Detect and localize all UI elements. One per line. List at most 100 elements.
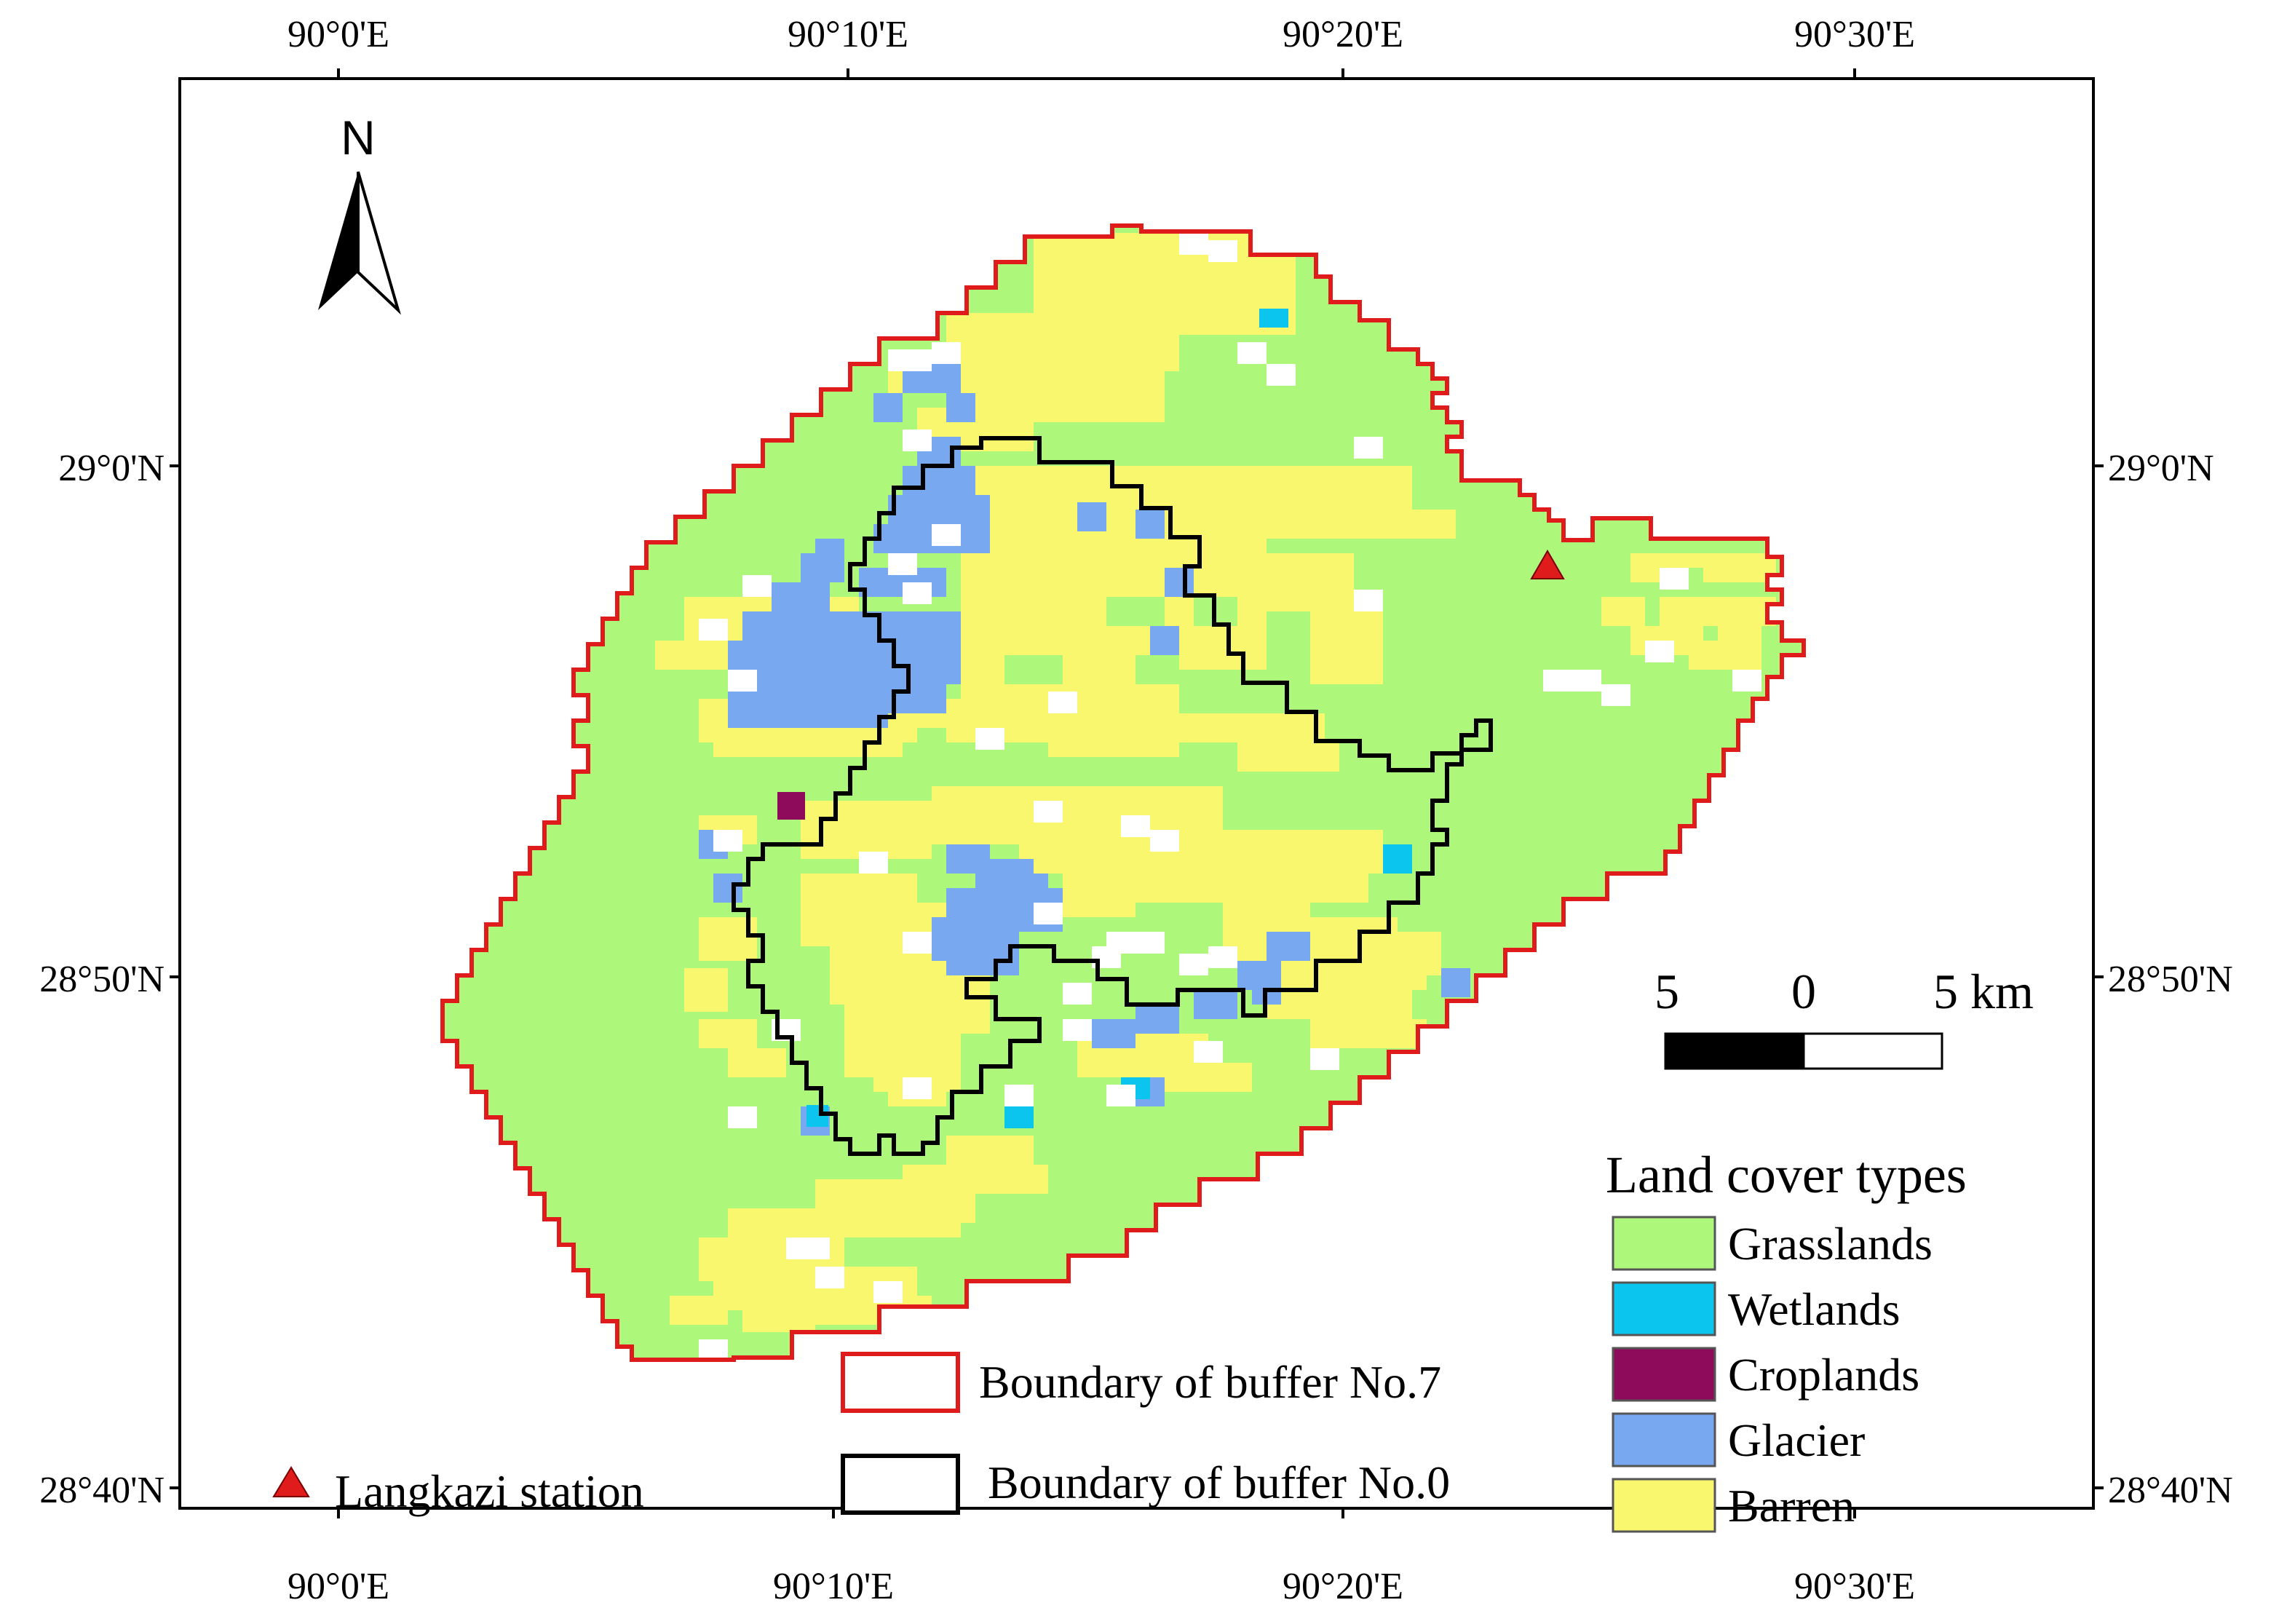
glacier-patch bbox=[1004, 874, 1048, 903]
barren-patch bbox=[1281, 510, 1456, 539]
barren-patch bbox=[728, 1208, 961, 1237]
glacier-patch bbox=[1441, 968, 1470, 997]
no-data-patch bbox=[728, 670, 757, 692]
right-tick-label: 28°40'N bbox=[2108, 1470, 2233, 1511]
glacier-patch bbox=[873, 393, 903, 422]
no-data-patch bbox=[1034, 801, 1063, 823]
north-arrow-dark-half bbox=[318, 172, 358, 310]
top-tick-label: 90°0'E bbox=[288, 14, 389, 55]
no-data-patch bbox=[1004, 1085, 1034, 1106]
glacier-patch bbox=[946, 393, 975, 422]
grassland-patch bbox=[1136, 655, 1179, 684]
wetland-patch bbox=[1004, 1106, 1034, 1128]
no-data-patch bbox=[903, 429, 932, 451]
legend-swatch-grasslands bbox=[1612, 1216, 1716, 1271]
boundary-legend: Boundary of buffer No.7 Boundary of buff… bbox=[841, 1352, 1450, 1515]
glacier-patch bbox=[713, 874, 742, 903]
no-data-patch bbox=[1310, 1048, 1339, 1070]
left-tick-label: 28°50'N bbox=[39, 959, 165, 1000]
grassland-patch bbox=[1106, 597, 1165, 626]
barren-patch bbox=[728, 1048, 786, 1077]
legend-label-grasslands: Grasslands bbox=[1728, 1218, 1933, 1270]
station-legend: Langkazi station bbox=[272, 1465, 644, 1517]
no-data-patch bbox=[728, 1106, 757, 1128]
station-legend-marker bbox=[272, 1466, 310, 1497]
no-data-patch bbox=[903, 932, 932, 954]
no-data-patch bbox=[1179, 954, 1208, 975]
glacier-patch bbox=[1136, 510, 1165, 539]
barren-patch bbox=[1048, 728, 1179, 757]
wetland-patch bbox=[1383, 844, 1412, 874]
buffer-7-boundary bbox=[440, 223, 1806, 1362]
no-data-patch bbox=[1660, 568, 1689, 590]
buffer-0-boundary bbox=[732, 436, 1493, 1156]
glacier-patch bbox=[772, 582, 830, 611]
no-data-patch bbox=[1267, 364, 1296, 386]
right-axis: 29°0'N 28°50'N 28°40'N bbox=[2093, 448, 2233, 1511]
scale-bar-light-segment bbox=[1802, 1032, 1943, 1070]
no-data-patch bbox=[699, 619, 728, 641]
no-data-patch bbox=[742, 575, 772, 597]
no-data-patch bbox=[932, 342, 961, 364]
no-data-patch bbox=[888, 553, 917, 575]
barren-patch bbox=[1689, 641, 1761, 670]
buffer-7-legend-label: Boundary of buffer No.7 bbox=[979, 1356, 1441, 1408]
right-tick-label: 28°50'N bbox=[2108, 959, 2233, 1000]
barren-patch bbox=[1310, 1019, 1427, 1048]
glacier-patch bbox=[903, 466, 975, 495]
no-data-patch bbox=[1106, 1085, 1136, 1106]
no-data-patch bbox=[1048, 692, 1077, 713]
scale-bar-dark-segment bbox=[1664, 1032, 1805, 1070]
glacier-patch bbox=[1194, 990, 1237, 1019]
land-cover-legend: Land cover types Grasslands Wetlands Cropl… bbox=[1606, 1146, 1967, 1533]
north-arrow: N bbox=[318, 111, 401, 315]
no-data-patch bbox=[1354, 590, 1383, 611]
no-data-patch bbox=[1601, 684, 1630, 706]
right-tick-label: 29°0'N bbox=[2108, 448, 2214, 489]
barren-patch bbox=[1354, 932, 1441, 975]
glacier-patch bbox=[1267, 932, 1310, 961]
glacier-patch bbox=[1077, 502, 1106, 531]
legend-title: Land cover types bbox=[1606, 1146, 1967, 1204]
bottom-axis: 90°0'E 90°10'E 90°20'E 90°30'E bbox=[288, 1508, 1915, 1607]
grassland-patch bbox=[1063, 757, 1150, 786]
wetland-patch bbox=[1259, 309, 1288, 328]
scale-label-0: 0 bbox=[1791, 964, 1816, 1019]
cropland-patch bbox=[777, 792, 805, 820]
barren-patch bbox=[1252, 844, 1368, 903]
top-tick-label: 90°20'E bbox=[1283, 14, 1403, 55]
no-data-patch bbox=[713, 830, 742, 852]
no-data-patch bbox=[1354, 437, 1383, 459]
no-data-patch bbox=[975, 728, 1004, 750]
scale-label-5-km: 5 km bbox=[1933, 964, 2034, 1019]
grassland-patch bbox=[1237, 779, 1325, 808]
no-data-patch bbox=[888, 349, 932, 371]
barren-patch bbox=[684, 968, 728, 1012]
bottom-tick-label: 90°30'E bbox=[1794, 1566, 1915, 1607]
no-data-patch bbox=[903, 582, 932, 604]
barren-patch bbox=[1267, 975, 1412, 1019]
legend-swatch-barren bbox=[1612, 1478, 1716, 1533]
barren-patch bbox=[1601, 597, 1645, 626]
no-data-patch bbox=[859, 852, 888, 874]
no-data-patch bbox=[1063, 1019, 1092, 1041]
no-data-patch bbox=[903, 1077, 932, 1099]
land-cover-raster bbox=[443, 226, 1804, 1360]
glacier-patch bbox=[1150, 626, 1179, 655]
grassland-patch bbox=[1034, 1092, 1092, 1136]
no-data-patch bbox=[932, 524, 961, 546]
scale-bar: 5 0 5 km bbox=[1654, 964, 2034, 1070]
no-data-patch bbox=[1208, 240, 1237, 262]
glacier-patch bbox=[1165, 568, 1194, 597]
langkazi-station-marker bbox=[1530, 550, 1565, 579]
no-data-patch bbox=[786, 1237, 830, 1259]
barren-patch bbox=[1310, 611, 1383, 684]
legend-label-glacier: Glacier bbox=[1728, 1414, 1865, 1466]
left-axis: 29°0'N 28°50'N 28°40'N bbox=[39, 448, 180, 1511]
grassland-patch bbox=[1004, 655, 1063, 684]
grassland-patch bbox=[786, 946, 830, 1005]
barren-patch bbox=[670, 1296, 728, 1325]
no-data-patch bbox=[1732, 670, 1761, 692]
